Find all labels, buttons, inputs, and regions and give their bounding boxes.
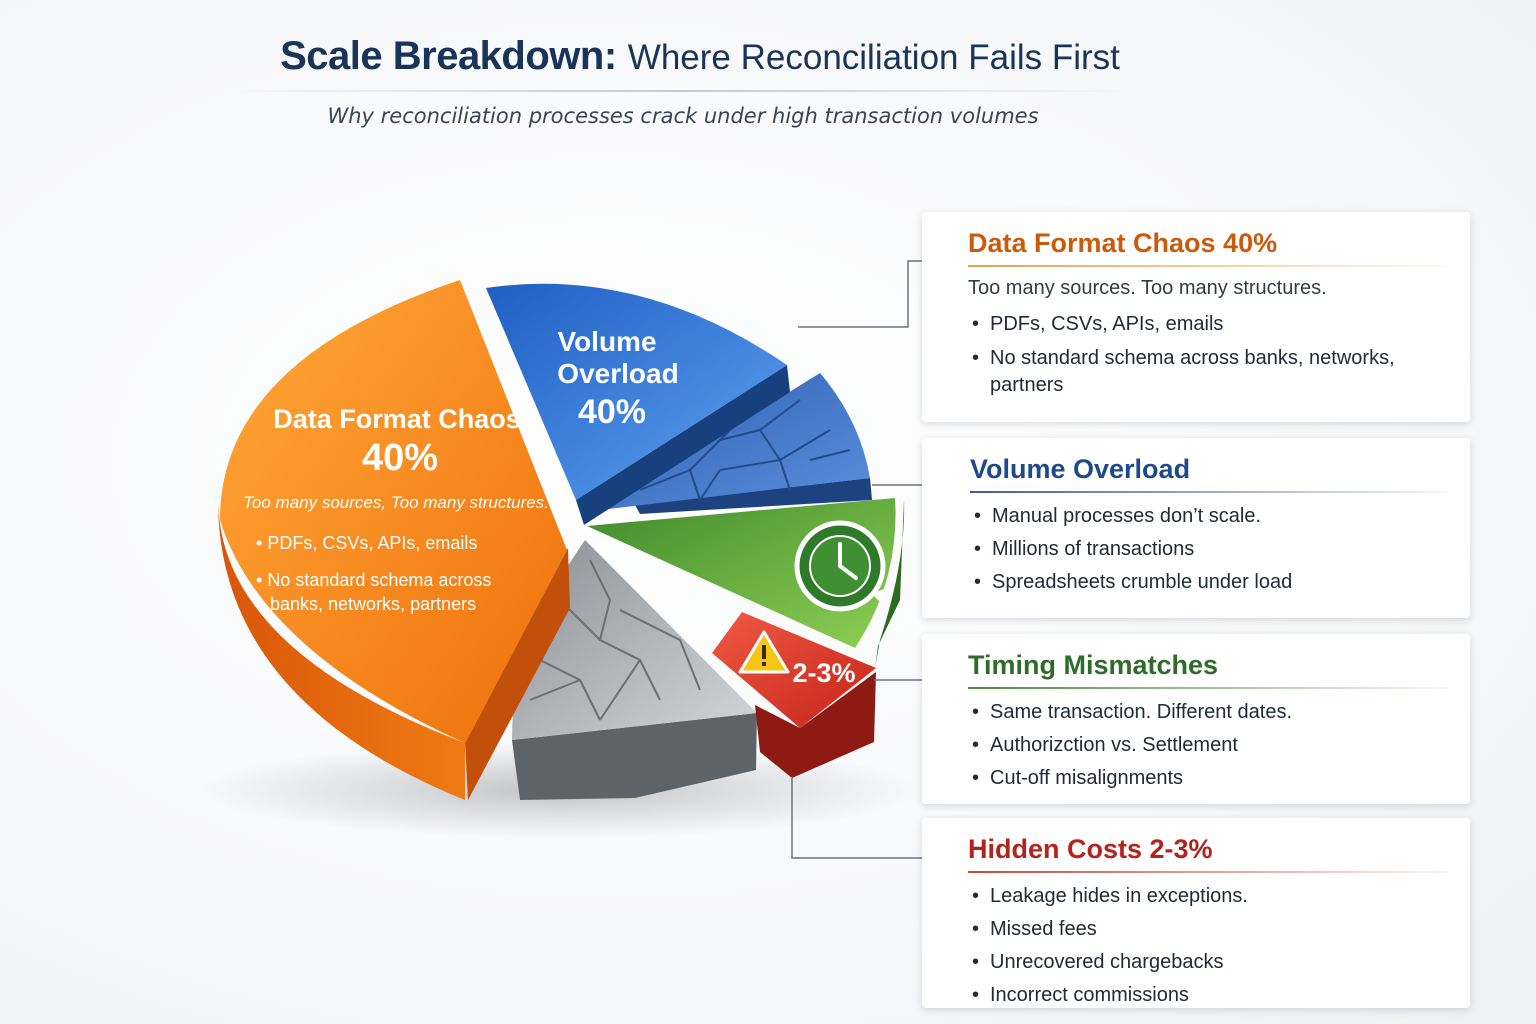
card-bullets: Same transaction. Different dates. Autho… xyxy=(968,699,1448,792)
list-item: No standard schema across banks, network… xyxy=(968,345,1448,399)
list-item: Spreadsheets crumble under load xyxy=(970,569,1448,596)
list-item: Same transaction. Different dates. xyxy=(968,699,1448,726)
card-timing-mismatches: Timing Mismatches Same transaction. Diff… xyxy=(922,634,1470,804)
card-hidden-costs: Hidden Costs 2-3% Leakage hides in excep… xyxy=(922,818,1470,1009)
pie-slice-blue xyxy=(486,283,790,525)
pie-label-data-format-name: Data Format Chaos xyxy=(273,404,521,434)
title-bold: Scale Breakdown: xyxy=(280,34,617,78)
card-divider xyxy=(970,491,1448,493)
page-subtitle: Why reconciliation processes crack under… xyxy=(327,104,1039,128)
pie-label-hidden-value: 2-3% xyxy=(792,658,855,688)
card-divider xyxy=(968,687,1448,689)
card-bullets: PDFs, CSVs, APIs, emails No standard sch… xyxy=(968,311,1448,399)
card-bullets: Manual processes don’t scale. Millions o… xyxy=(970,503,1448,596)
card-title: Volume Overload xyxy=(970,454,1191,484)
list-item: Unrecovered chargebacks xyxy=(968,949,1448,976)
list-item: PDFs, CSVs, APIs, emails xyxy=(968,311,1448,338)
card-volume-overload: Volume Overload Manual processes don’t s… xyxy=(922,438,1470,618)
list-item: Missed fees xyxy=(968,916,1448,943)
pie-slice-orange xyxy=(218,280,570,800)
pie-label-data-format-bullet-3: banks, networks, partners xyxy=(270,594,476,614)
pie-label-data-format-bullet-2: • No standard schema across xyxy=(256,570,491,590)
card-title: Data Format Chaos 40% xyxy=(968,228,1278,258)
pie-label-volume-value: 40% xyxy=(578,393,646,431)
warning-icon xyxy=(738,630,790,674)
list-item: Incorrect commissions xyxy=(968,982,1448,1009)
pie-slice-red xyxy=(712,612,876,778)
title-light: Where Reconciliation Fails First xyxy=(627,38,1120,77)
card-title: Timing Mismatches xyxy=(968,650,1219,680)
page-title: Scale Breakdown: Where Reconciliation Fa… xyxy=(0,34,1400,79)
list-item: Leakage hides in exceptions. xyxy=(968,883,1448,910)
pie-label-volume-line-1: Volume xyxy=(557,326,656,357)
title-divider xyxy=(230,90,1130,92)
pie-label-volume-line-2: Overload xyxy=(557,358,678,389)
card-title: Hidden Costs 2-3% xyxy=(968,834,1213,864)
card-divider xyxy=(968,871,1448,873)
list-item: Cut-off misalignments xyxy=(968,765,1448,792)
list-item: Manual processes don’t scale. xyxy=(970,503,1448,530)
pie-label-data-format-value: 40% xyxy=(362,437,438,479)
page-header: Scale Breakdown: Where Reconciliation Fa… xyxy=(0,34,1400,79)
pie-label-data-format-lead: Too many sources, Too many structures. xyxy=(243,493,549,512)
pie-slice-blue-cracked xyxy=(600,373,872,514)
card-data-format-chaos: Data Format Chaos 40% Too many sources. … xyxy=(922,212,1470,422)
pie-label-data-format-bullet-1: • PDFs, CSVs, APIs, emails xyxy=(256,533,477,553)
card-lead: Too many sources. Too many structures. xyxy=(968,277,1327,299)
card-divider xyxy=(968,265,1448,267)
pie-slice-gray xyxy=(512,540,757,800)
clock-icon xyxy=(794,520,886,612)
list-item: Authorizction vs. Settlement xyxy=(968,732,1448,759)
list-item: Millions of transactions xyxy=(970,536,1448,563)
card-bullets: Leakage hides in exceptions. Missed fees… xyxy=(968,883,1448,1009)
